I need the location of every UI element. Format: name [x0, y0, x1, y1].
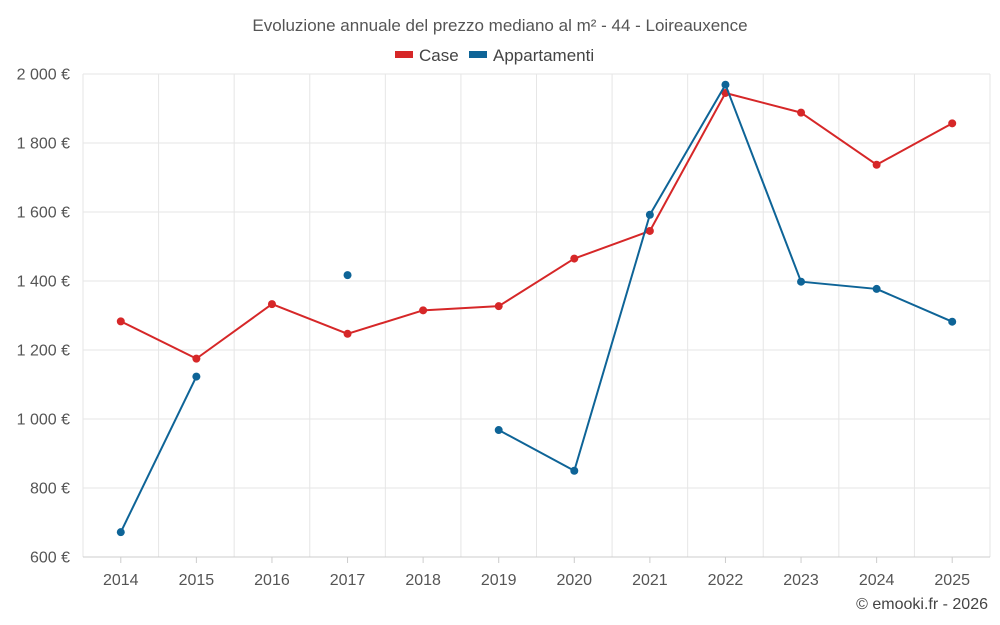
data-point-case-2021[interactable] — [645, 226, 654, 235]
x-tick-label: 2018 — [405, 572, 441, 589]
legend-item-appartamenti[interactable]: Appartamenti — [469, 46, 594, 65]
x-tick-label: 2017 — [330, 572, 366, 589]
series-case — [116, 88, 957, 363]
legend-swatch-appartamenti — [469, 51, 487, 58]
y-tick-label: 600 € — [30, 550, 70, 567]
x-tick-label: 2014 — [103, 572, 139, 589]
x-tick-label: 2023 — [783, 572, 819, 589]
series-appartamenti — [116, 80, 957, 537]
legend-swatch-case — [395, 51, 413, 58]
y-tick-label: 800 € — [30, 481, 70, 498]
data-point-appartamenti-2014[interactable] — [116, 528, 125, 537]
x-tick-label: 2021 — [632, 572, 668, 589]
x-tick-label: 2019 — [481, 572, 517, 589]
chart-title: Evoluzione annuale del prezzo mediano al… — [252, 16, 747, 35]
data-point-case-2018[interactable] — [419, 306, 428, 315]
y-tick-label: 1 800 € — [17, 136, 70, 153]
data-point-case-2017[interactable] — [343, 329, 352, 338]
x-tick-label: 2015 — [179, 572, 215, 589]
x-tick-label: 2025 — [934, 572, 970, 589]
x-tick-label: 2024 — [859, 572, 895, 589]
data-point-appartamenti-2017[interactable] — [343, 271, 352, 280]
data-point-appartamenti-2021[interactable] — [645, 210, 654, 219]
axes: 600 € 800 € 1 000 € 1 200 € 1 400 € 1 600 € 1 … — [17, 67, 990, 589]
y-tick-label: 1 200 € — [17, 343, 70, 360]
data-point-case-2025[interactable] — [948, 119, 957, 128]
x-tick-label: 2020 — [556, 572, 592, 589]
series-line-appartamenti — [119, 376, 198, 533]
legend-label-case[interactable]: Case — [419, 46, 459, 65]
legend[interactable]: Case Appartamenti — [395, 46, 594, 65]
y-tick-label: 1 600 € — [17, 205, 70, 222]
y-tick-label: 1 000 € — [17, 412, 70, 429]
y-tick-label: 1 400 € — [17, 274, 70, 291]
data-point-case-2020[interactable] — [570, 254, 579, 263]
data-point-appartamenti-2025[interactable] — [948, 317, 957, 326]
legend-item-case[interactable]: Case — [395, 46, 459, 65]
data-point-case-2023[interactable] — [797, 108, 806, 117]
series-line-case — [120, 91, 953, 360]
data-point-appartamenti-2023[interactable] — [797, 277, 806, 286]
data-point-appartamenti-2022[interactable] — [721, 80, 730, 89]
data-point-case-2014[interactable] — [116, 317, 125, 326]
grid — [82, 73, 991, 557]
data-point-case-2024[interactable] — [872, 160, 881, 169]
credit-text: © emooki.fr - 2026 — [856, 596, 988, 613]
data-point-appartamenti-2020[interactable] — [570, 466, 579, 475]
data-point-appartamenti-2015[interactable] — [192, 372, 201, 381]
x-tick-label: 2022 — [708, 572, 744, 589]
y-tick-label: 2 000 € — [17, 67, 70, 84]
data-point-case-2016[interactable] — [267, 300, 276, 309]
data-point-appartamenti-2024[interactable] — [872, 284, 881, 293]
x-tick-label: 2016 — [254, 572, 290, 589]
series — [116, 80, 957, 537]
data-point-appartamenti-2019[interactable] — [494, 426, 503, 435]
data-point-case-2015[interactable] — [192, 354, 201, 363]
legend-label-appartamenti[interactable]: Appartamenti — [493, 46, 594, 65]
data-point-case-2019[interactable] — [494, 302, 503, 311]
